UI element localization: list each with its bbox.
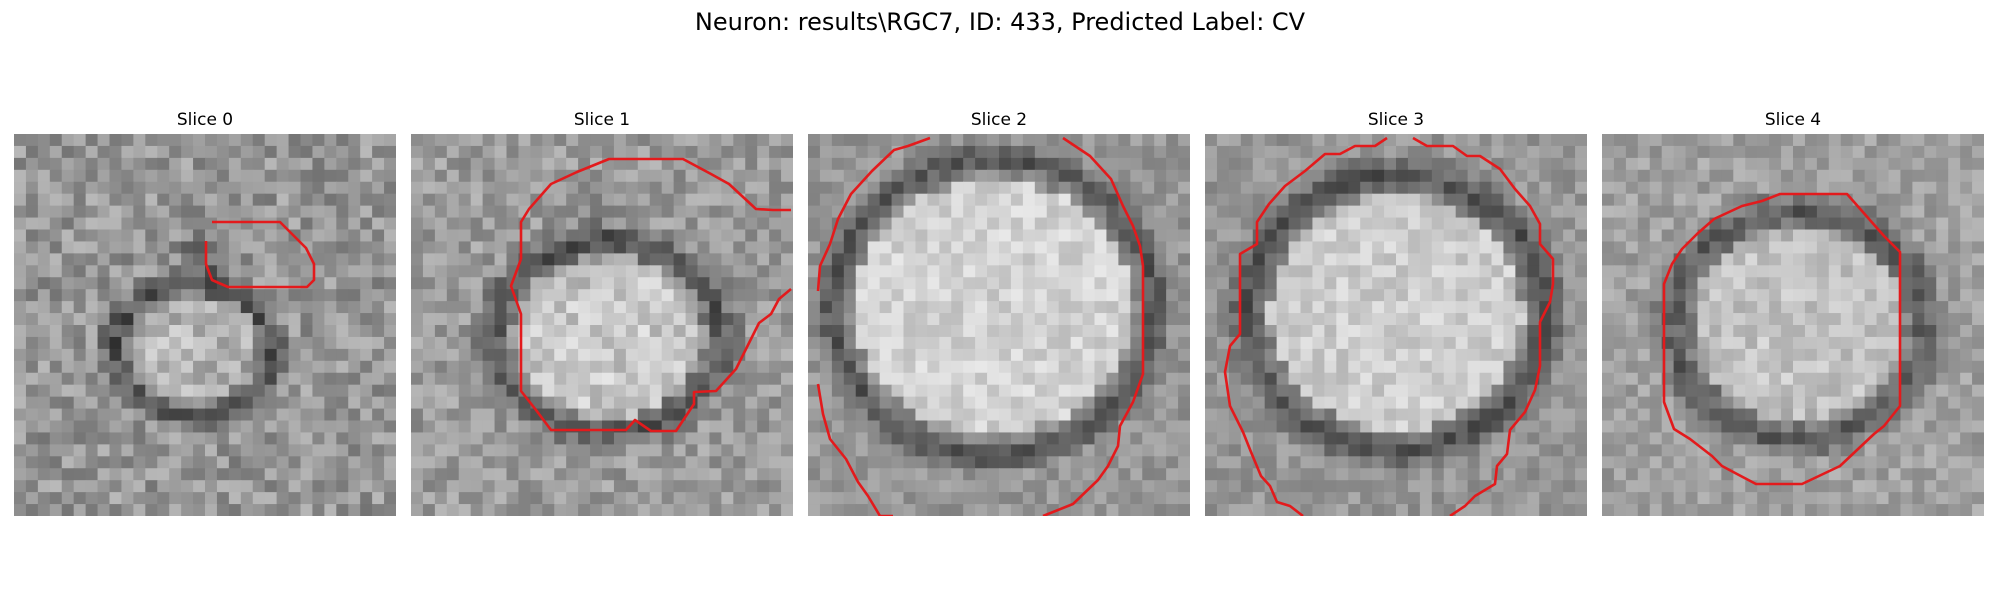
slice-title-1: Slice 1 bbox=[573, 110, 631, 130]
contour-outline-4 bbox=[1662, 192, 1902, 486]
slice-title-3: Slice 3 bbox=[1367, 110, 1425, 130]
slice-panel-3: Slice 3 bbox=[1205, 108, 1587, 516]
contour-outline-2b bbox=[1042, 136, 1145, 516]
slice-pixels-4 bbox=[1602, 134, 1984, 516]
slice-pixels-2 bbox=[808, 134, 1190, 516]
contour-outline-1 bbox=[519, 157, 791, 259]
contour-outline-3b bbox=[1412, 136, 1555, 516]
slice-pixels-0 bbox=[14, 134, 396, 516]
contour-outline-0 bbox=[204, 220, 316, 289]
slice-image-4 bbox=[1602, 134, 1984, 516]
contour-outline-1b bbox=[509, 258, 792, 433]
slice-image-1 bbox=[411, 134, 793, 516]
slice-title-2: Slice 2 bbox=[970, 110, 1028, 130]
contour-outline-3 bbox=[1223, 136, 1388, 516]
slice-panel-1: Slice 1 bbox=[411, 108, 793, 516]
figure-title: Neuron: results\RGC7, ID: 433, Predicted… bbox=[694, 8, 1306, 36]
slice-image-0 bbox=[14, 134, 396, 516]
slice-panel-2: Slice 2 bbox=[808, 108, 1190, 516]
slice-image-3 bbox=[1205, 134, 1587, 516]
slice-title-0: Slice 0 bbox=[176, 110, 234, 130]
slice-image-2 bbox=[808, 134, 1190, 516]
slice-title-4: Slice 4 bbox=[1764, 110, 1822, 130]
slice-panel-4: Slice 4 bbox=[1602, 108, 1984, 516]
slice-pixels-3 bbox=[1205, 134, 1587, 516]
contour-outline-2 bbox=[816, 136, 931, 292]
contour-outline-2c bbox=[816, 383, 893, 516]
slice-panel-0: Slice 0 bbox=[14, 108, 396, 516]
